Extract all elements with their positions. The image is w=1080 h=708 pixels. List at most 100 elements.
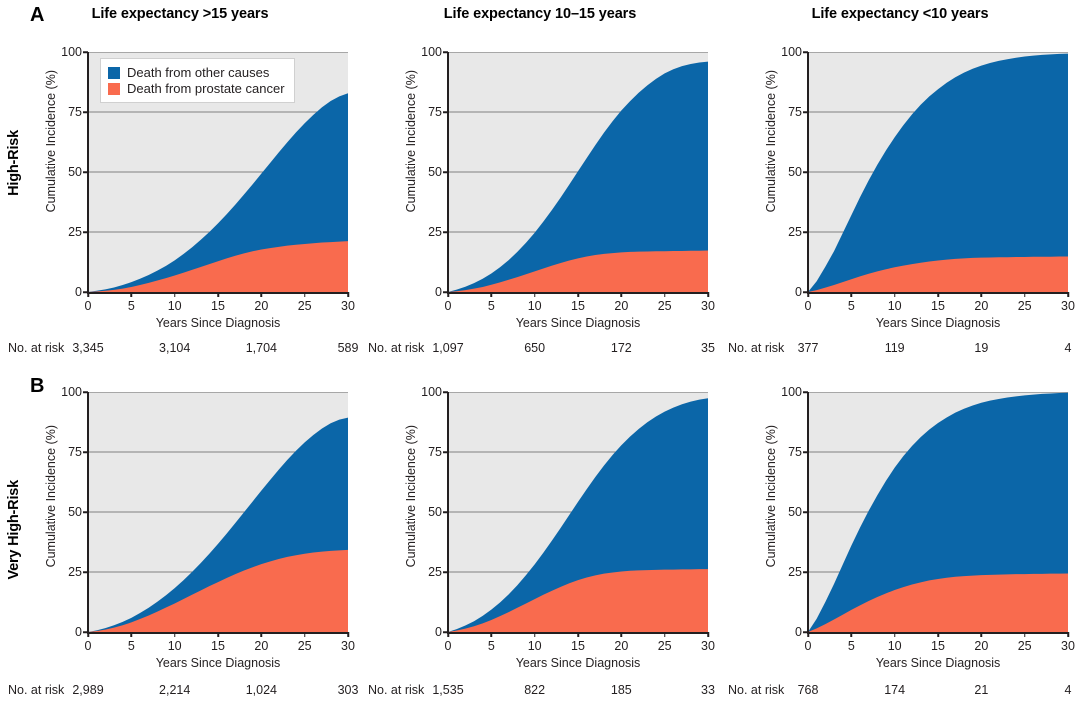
at-risk-value-year-20: 1,704 bbox=[245, 341, 277, 355]
y-tick-mark-75 bbox=[803, 451, 808, 453]
x-tick-label-30: 30 bbox=[341, 299, 355, 313]
x-tick-label-20: 20 bbox=[614, 299, 629, 313]
x-tick-mark-15 bbox=[937, 632, 939, 637]
x-tick-label-20: 20 bbox=[254, 639, 269, 653]
y-axis-label: Cumulative Incidence (%) bbox=[404, 425, 418, 568]
y-tick-label-0: 0 bbox=[435, 285, 442, 299]
x-tick-mark-10 bbox=[173, 292, 176, 297]
plot-area-a3: 0 25 50 75 100 0 5 10 15 20 25 30 bbox=[781, 45, 1075, 313]
y-tick-label-50: 50 bbox=[788, 505, 802, 519]
y-tick-label-0: 0 bbox=[75, 625, 82, 639]
chart-svg bbox=[808, 392, 1068, 632]
y-tick-mark-50 bbox=[803, 511, 808, 513]
x-tick-mark-5 bbox=[490, 292, 493, 297]
x-tick-label-15: 15 bbox=[931, 639, 945, 653]
x-axis-label: Years Since Diagnosis bbox=[515, 316, 641, 330]
y-tick-mark-25 bbox=[803, 571, 808, 573]
plot-canvas bbox=[88, 392, 348, 632]
area-death-other-causes bbox=[448, 61, 708, 292]
y-tick-label-0: 0 bbox=[795, 285, 802, 299]
y-tick-mark-100 bbox=[803, 51, 808, 53]
x-tick-label-0: 0 bbox=[444, 299, 452, 313]
x-tick-label-15: 15 bbox=[571, 639, 585, 653]
x-tick-label-0: 0 bbox=[84, 299, 92, 313]
x-tick-label-15: 15 bbox=[931, 299, 945, 313]
x-tick-label-25: 25 bbox=[657, 299, 672, 313]
x-tick-mark-5 bbox=[490, 632, 493, 637]
x-tick-label-25: 25 bbox=[1017, 299, 1032, 313]
plot-canvas bbox=[808, 52, 1068, 292]
plot-area-a2: 0 25 50 75 100 0 5 10 15 20 25 30 bbox=[421, 45, 715, 313]
panel-letter-a: A bbox=[30, 4, 45, 26]
panel-a1: Life expectancy >15 years Cumulative Inc… bbox=[0, 0, 360, 335]
y-tick-mark-0 bbox=[443, 291, 448, 293]
area-death-prostate-cancer bbox=[448, 250, 708, 292]
x-tick-mark-25 bbox=[663, 292, 666, 297]
y-tick-mark-50 bbox=[443, 171, 448, 173]
x-tick-mark-0 bbox=[87, 292, 89, 297]
at-risk-value-year-30: 4 bbox=[1064, 341, 1072, 355]
x-tick-label-5: 5 bbox=[847, 299, 855, 313]
x-axis-label: Years Since Diagnosis bbox=[155, 656, 281, 670]
y-tick-mark-50 bbox=[83, 511, 88, 513]
at-risk-row-b3: No. at risk 768 174 21 4 bbox=[728, 683, 1080, 701]
at-risk-value-year-30: 303 bbox=[337, 683, 359, 697]
x-tick-mark-10 bbox=[173, 632, 176, 637]
x-tick-label-0: 0 bbox=[84, 639, 92, 653]
plot-area-a1: Death from other causes Death from prost… bbox=[61, 45, 355, 313]
y-tick-label-75: 75 bbox=[68, 105, 82, 119]
x-tick-label-10: 10 bbox=[167, 639, 182, 653]
chart-svg bbox=[88, 392, 348, 632]
at-risk-row-a3: No. at risk 377 119 19 4 bbox=[728, 341, 1080, 359]
x-tick-label-10: 10 bbox=[887, 639, 902, 653]
at-risk-value-year-10: 650 bbox=[524, 341, 546, 355]
at-risk-value-year-0: 768 bbox=[797, 683, 819, 697]
at-risk-row-b2: No. at risk 1,535 822 185 33 bbox=[368, 683, 720, 701]
x-tick-mark-15 bbox=[217, 632, 219, 637]
x-tick-label-10: 10 bbox=[527, 639, 542, 653]
x-tick-mark-0 bbox=[807, 292, 809, 297]
y-axis-label: Cumulative Incidence (%) bbox=[44, 425, 58, 568]
plot-canvas bbox=[448, 392, 708, 632]
x-tick-label-10: 10 bbox=[167, 299, 182, 313]
x-tick-mark-20 bbox=[980, 632, 983, 637]
at-risk-value-year-20: 172 bbox=[610, 341, 632, 355]
y-axis-label: Cumulative Incidence (%) bbox=[764, 425, 778, 568]
x-tick-label-0: 0 bbox=[804, 639, 812, 653]
plot-area-b2: 0 25 50 75 100 0 5 10 15 20 25 30 bbox=[421, 385, 715, 653]
x-tick-label-0: 0 bbox=[804, 299, 812, 313]
area-death-other-causes bbox=[808, 53, 1068, 292]
legend-swatch-prostate-cancer bbox=[108, 82, 120, 95]
y-tick-label-25: 25 bbox=[788, 565, 802, 579]
x-tick-mark-10 bbox=[893, 292, 896, 297]
y-tick-label-75: 75 bbox=[788, 445, 802, 459]
y-tick-mark-25 bbox=[83, 571, 88, 573]
x-tick-label-20: 20 bbox=[614, 639, 629, 653]
x-axis-label: Years Since Diagnosis bbox=[875, 316, 1001, 330]
x-tick-label-15: 15 bbox=[211, 299, 225, 313]
x-tick-label-10: 10 bbox=[527, 299, 542, 313]
panel-title-col2: Life expectancy 10–15 years bbox=[443, 6, 637, 22]
x-tick-label-25: 25 bbox=[1017, 639, 1032, 653]
x-tick-label-15: 15 bbox=[571, 299, 585, 313]
chart-svg bbox=[808, 52, 1068, 292]
x-tick-label-30: 30 bbox=[1061, 299, 1075, 313]
x-tick-label-5: 5 bbox=[847, 639, 855, 653]
x-tick-mark-20 bbox=[620, 632, 623, 637]
y-tick-label-75: 75 bbox=[68, 445, 82, 459]
legend-item-cancer: Death from prostate cancer bbox=[108, 81, 285, 96]
at-risk-label: No. at risk bbox=[728, 683, 785, 697]
x-tick-label-20: 20 bbox=[254, 299, 269, 313]
at-risk-row-b1: No. at risk 2,989 2,214 1,024 303 bbox=[8, 683, 360, 701]
y-tick-mark-75 bbox=[83, 451, 88, 453]
x-tick-mark-30 bbox=[347, 292, 349, 297]
at-risk-value-year-20: 21 bbox=[974, 683, 989, 697]
at-risk-label: No. at risk bbox=[368, 341, 425, 355]
at-risk-value-year-10: 174 bbox=[884, 683, 906, 697]
x-axis-label: Years Since Diagnosis bbox=[515, 656, 641, 670]
y-tick-label-100: 100 bbox=[61, 385, 82, 399]
y-tick-label-50: 50 bbox=[788, 165, 802, 179]
y-tick-mark-75 bbox=[803, 111, 808, 113]
area-death-other-causes bbox=[808, 392, 1068, 632]
y-tick-label-25: 25 bbox=[788, 225, 802, 239]
